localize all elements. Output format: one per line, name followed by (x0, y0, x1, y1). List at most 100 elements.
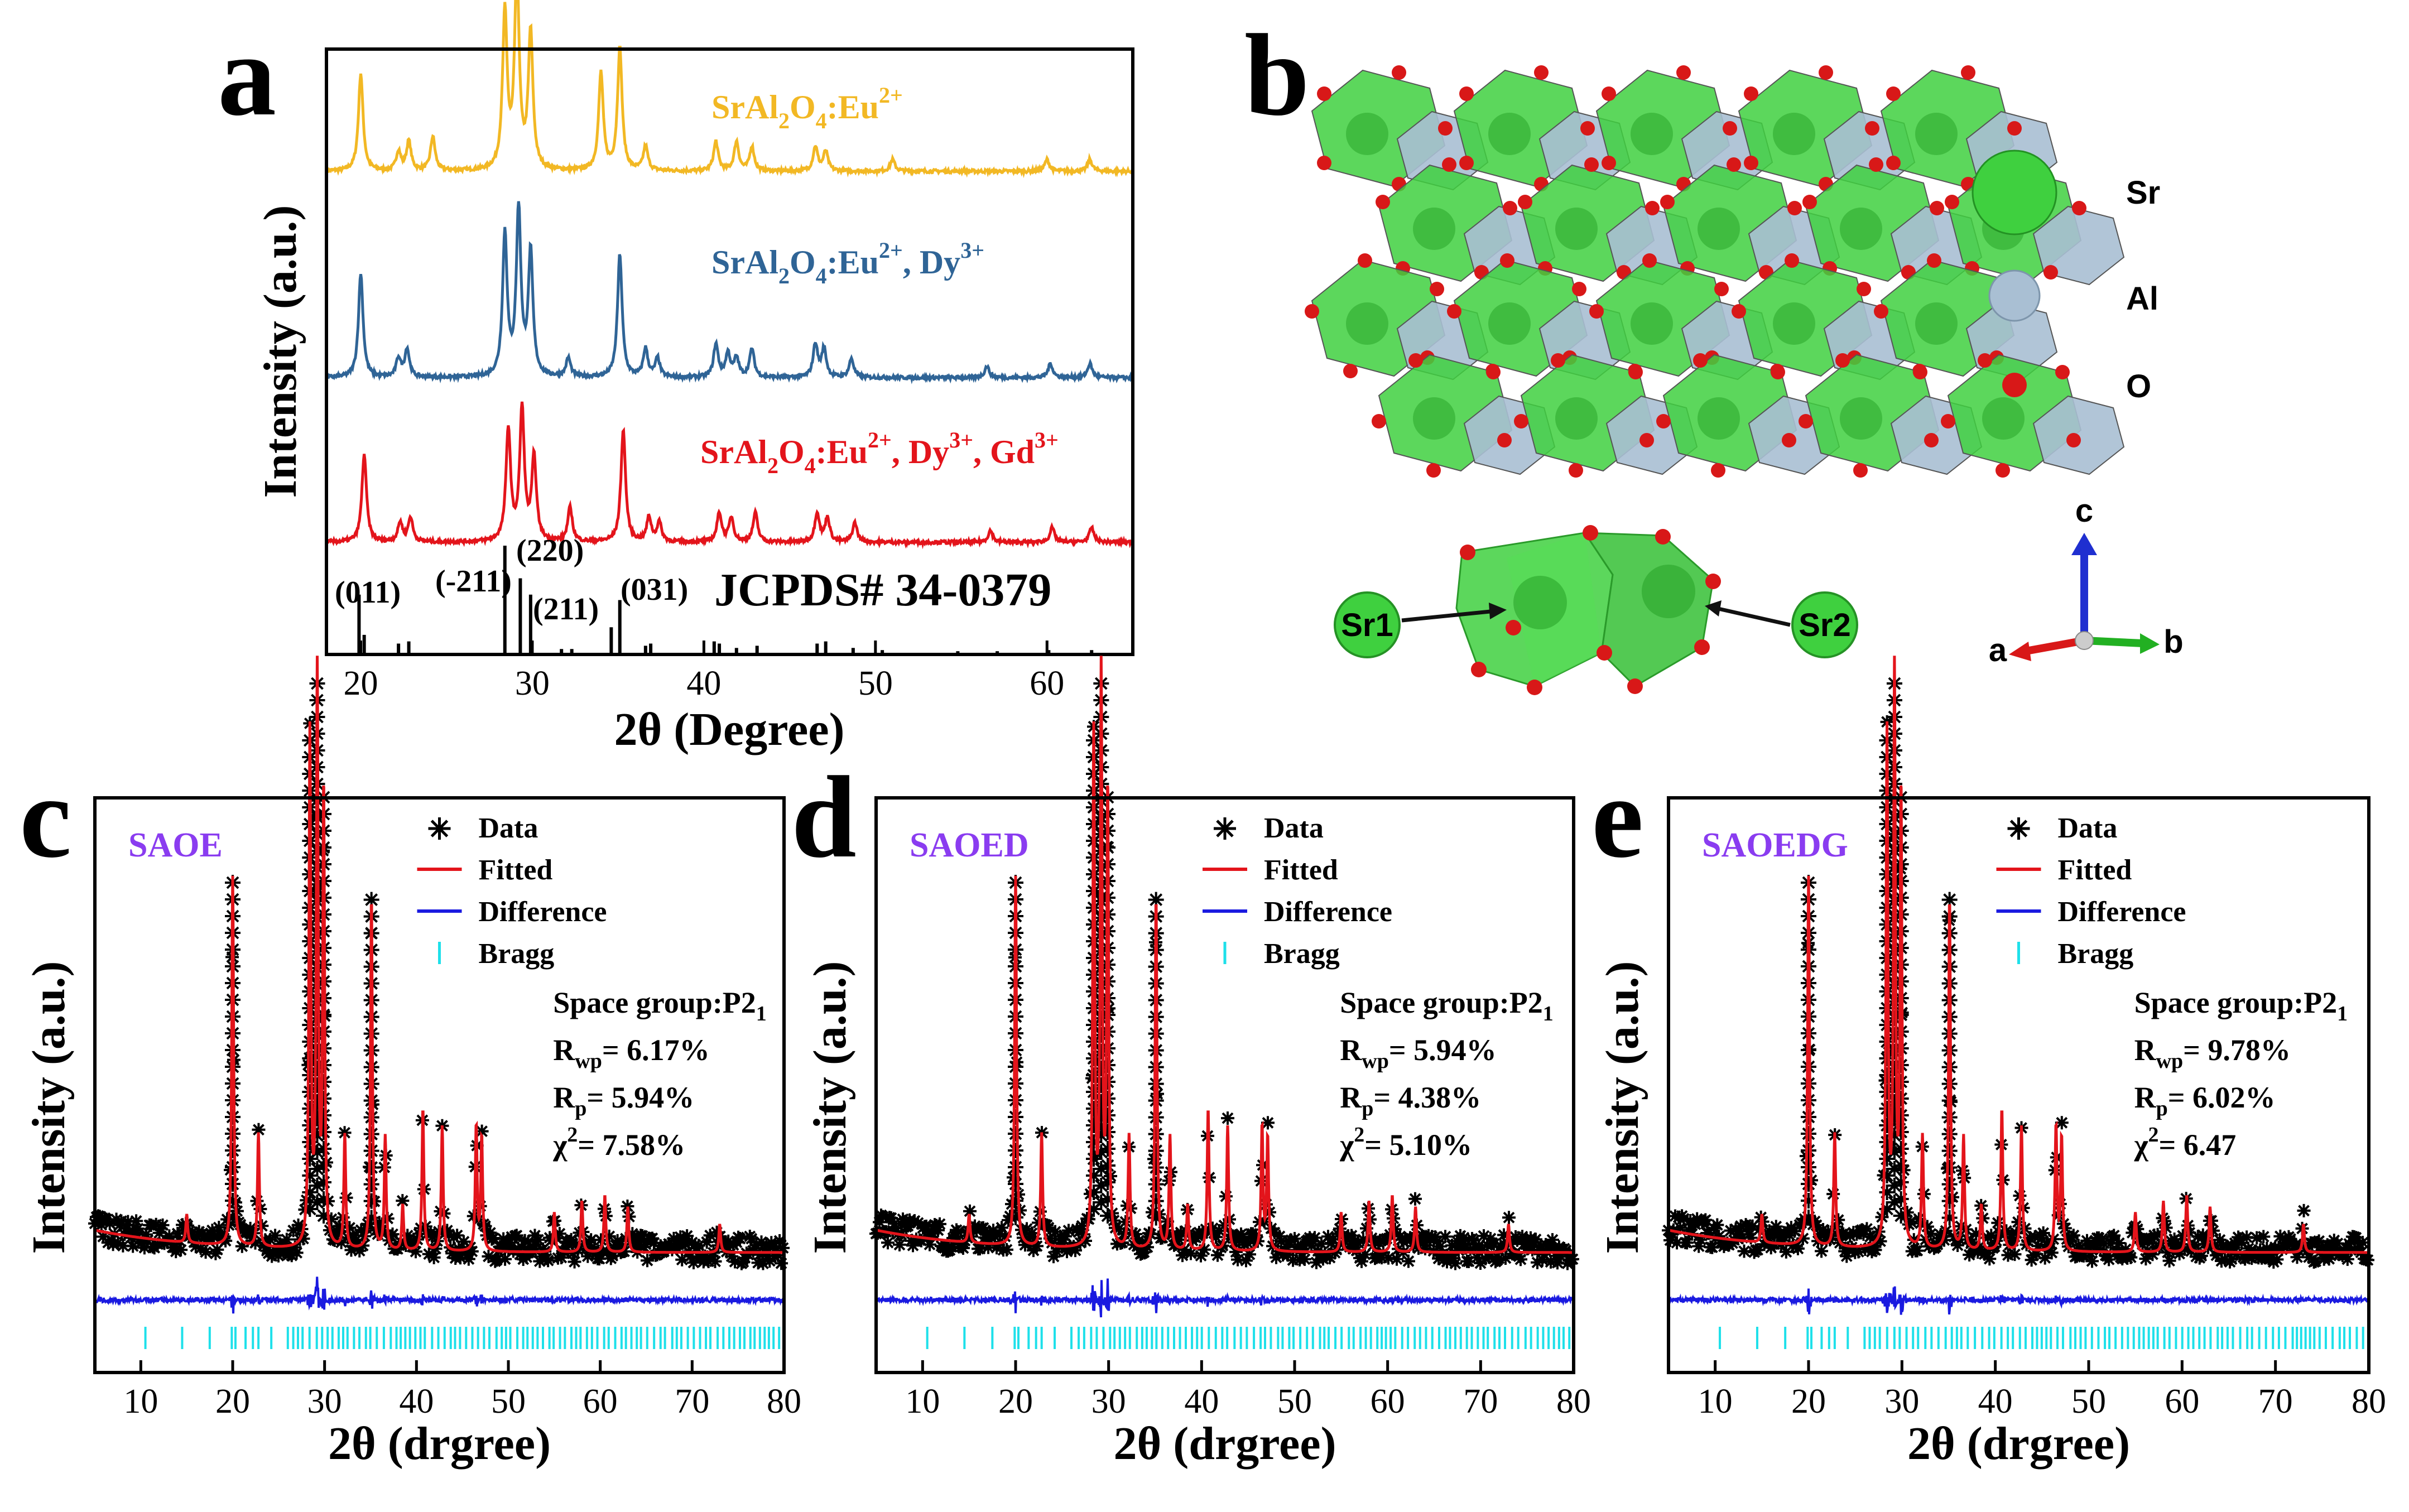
data-marker (2238, 1252, 2252, 1266)
o-atom (1551, 353, 1565, 368)
data-marker (1477, 1229, 1490, 1243)
data-marker (93, 1210, 107, 1224)
data-marker (1879, 1168, 1895, 1183)
data-marker (2342, 1237, 2356, 1251)
data-marker (2297, 1203, 2311, 1217)
data-marker (1537, 1248, 1551, 1261)
o-atom (1459, 156, 1474, 170)
data-marker (1886, 1144, 1902, 1160)
crystal-axes-triad: c a b (1989, 493, 2184, 668)
data-marker (116, 1239, 130, 1253)
o-atom (1771, 365, 1785, 379)
data-marker (754, 1235, 768, 1249)
data-marker (1886, 1111, 1902, 1126)
data-marker (2025, 1253, 2038, 1267)
data-marker (2026, 1249, 2040, 1262)
data-marker (2073, 1241, 2087, 1255)
difference-line (1667, 1286, 2369, 1315)
sr-atom (1488, 302, 1531, 345)
data-marker (1434, 1239, 1447, 1253)
data-marker (309, 1178, 325, 1193)
data-marker (764, 1236, 778, 1250)
o-atom (1589, 304, 1604, 319)
data-marker (1093, 1061, 1109, 1076)
data-marker (1879, 1184, 1895, 1200)
data-marker (174, 1243, 188, 1257)
x-tick-label: 30 (1091, 1383, 1126, 1420)
data-marker (131, 1222, 145, 1236)
space-group-text: Space group:P21 (1340, 986, 1554, 1025)
data-marker (502, 1243, 515, 1257)
data-marker (554, 1251, 568, 1265)
xrd-plot-area (325, 0, 1134, 654)
data-marker (672, 1234, 686, 1248)
data-marker (1554, 1250, 1567, 1264)
data-marker (1893, 1057, 1909, 1073)
data-marker (1148, 1159, 1164, 1176)
data-marker (1008, 1092, 1023, 1108)
plot-frame (93, 796, 786, 1374)
data-marker (235, 1239, 249, 1253)
data-marker (316, 1191, 332, 1207)
sr-atom (1413, 397, 1455, 440)
data-marker (541, 1254, 555, 1268)
data-marker (1093, 1111, 1109, 1126)
o-atom (1317, 156, 1331, 170)
data-marker (1480, 1238, 1494, 1252)
data-marker (161, 1235, 175, 1249)
sr-atom (1773, 113, 1815, 155)
data-marker (1879, 1151, 1895, 1167)
data-marker (533, 1254, 547, 1268)
observed-data (869, 676, 1579, 1270)
data-marker (1100, 1124, 1115, 1140)
data-marker (2199, 1231, 2213, 1245)
data-marker (290, 1246, 304, 1260)
data-marker (1536, 1253, 1549, 1267)
c-axis-label: c (2075, 493, 2093, 529)
data-marker (316, 1141, 332, 1157)
data-marker (1776, 1234, 1790, 1248)
data-marker (1347, 1242, 1360, 1256)
data-marker (569, 1237, 583, 1251)
o-atom (1602, 86, 1616, 101)
data-marker (309, 1111, 325, 1126)
legend-sr-label: Sr (2126, 175, 2160, 211)
hkl-label-211: (211) (533, 592, 599, 627)
data-marker (1677, 1212, 1691, 1226)
hkl-label-m211: (-211) (435, 564, 512, 599)
sr-legend-icon (1972, 150, 2057, 235)
data-marker (1209, 1230, 1223, 1244)
data-marker (1100, 1074, 1115, 1090)
legend-data-marker (2007, 817, 2030, 840)
data-marker (1093, 1010, 1109, 1026)
data-marker (2222, 1241, 2235, 1255)
data-marker (167, 1240, 181, 1254)
data-marker (482, 1249, 496, 1263)
data-marker (302, 1151, 318, 1167)
data-marker (1226, 1229, 1239, 1243)
data-marker (1886, 1128, 1902, 1143)
data-marker (1159, 1224, 1172, 1237)
data-marker (302, 1084, 318, 1100)
data-marker (225, 1126, 241, 1142)
data-marker (1439, 1230, 1452, 1244)
panel-label-b: b (1244, 11, 1310, 140)
data-marker (1801, 1109, 1816, 1125)
data-marker (1062, 1224, 1075, 1237)
data-marker (2107, 1229, 2121, 1243)
data-marker (1148, 1143, 1164, 1159)
data-marker (2352, 1237, 2366, 1251)
o-atom (2066, 433, 2081, 447)
data-marker (1296, 1242, 1310, 1256)
data-marker (1886, 1044, 1902, 1060)
data-marker (1008, 1143, 1023, 1158)
data-marker (309, 1094, 325, 1110)
data-marker (1922, 1239, 1936, 1253)
data-marker (331, 1225, 345, 1239)
data-marker (343, 1221, 357, 1235)
data-marker (905, 1234, 918, 1248)
data-marker (1221, 1111, 1234, 1125)
data-marker (1326, 1232, 1340, 1246)
sr1-label: Sr1 (1341, 607, 1393, 643)
data-marker (349, 1233, 363, 1247)
